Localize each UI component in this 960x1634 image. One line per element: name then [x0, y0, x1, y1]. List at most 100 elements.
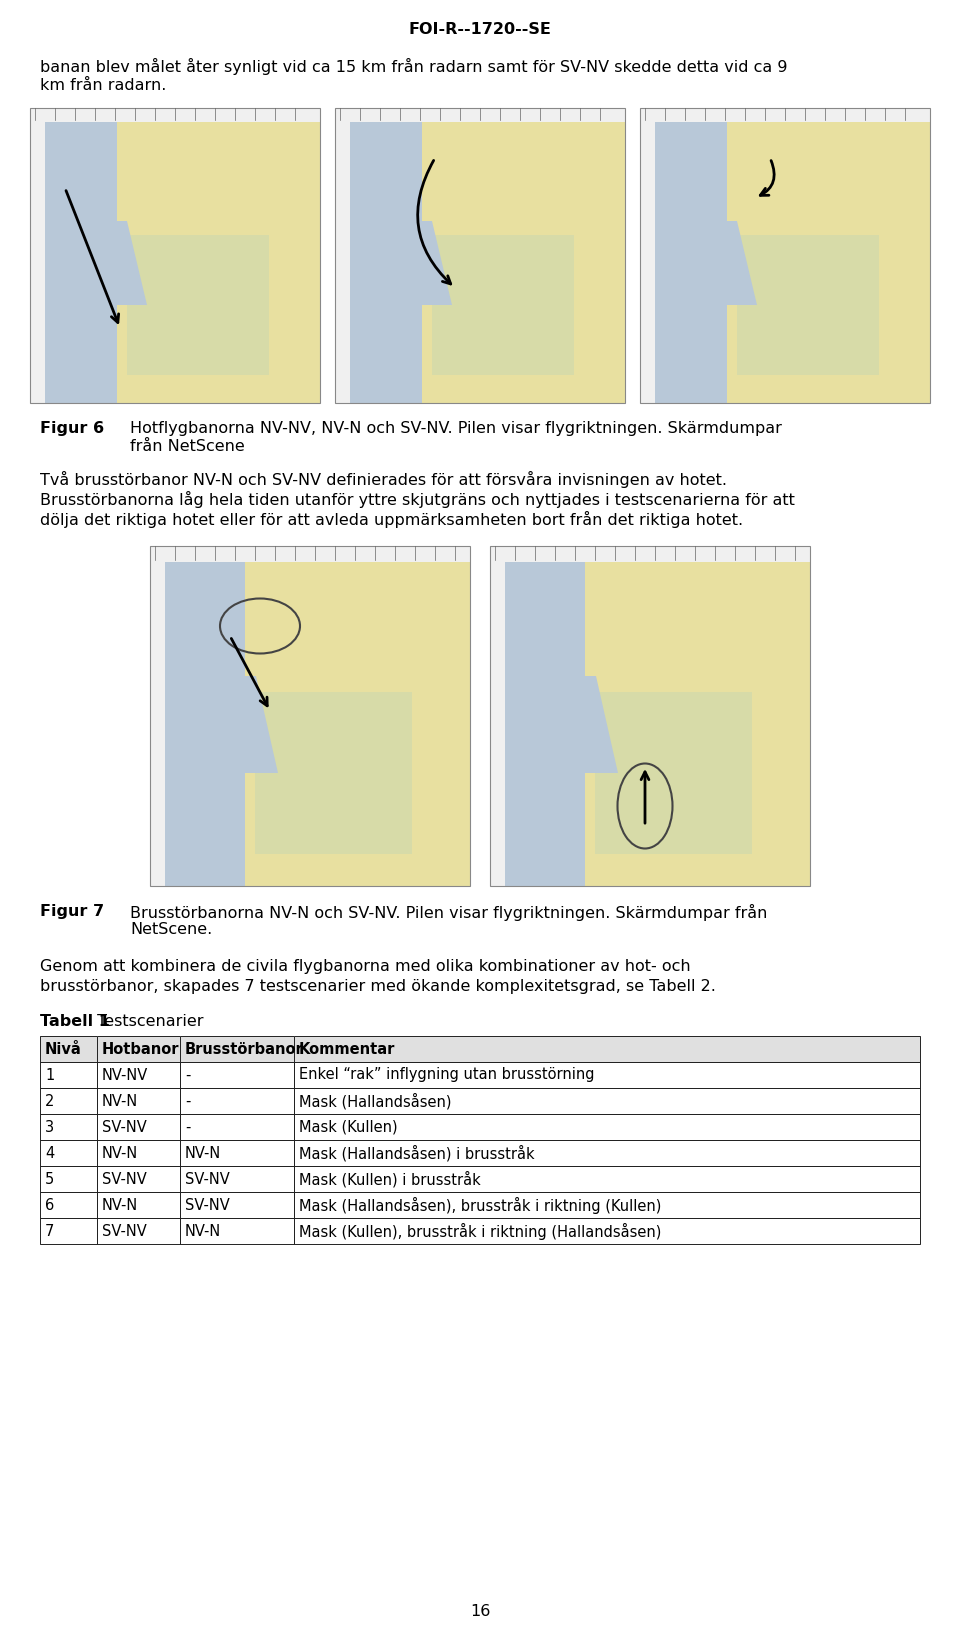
Text: NV-N: NV-N	[185, 1224, 221, 1239]
Bar	[127, 235, 269, 374]
Text: Tabell 1: Tabell 1	[40, 1015, 109, 1029]
Bar	[585, 562, 810, 886]
Polygon shape	[505, 676, 618, 773]
Text: Hotflygbanorna NV-NV, NV-N och SV-NV. Pilen visar flygriktningen. Skärmdumpar: Hotflygbanorna NV-NV, NV-N och SV-NV. Pi…	[130, 422, 781, 436]
Text: 1: 1	[45, 1067, 55, 1082]
Bar	[294, 1088, 920, 1114]
Bar	[335, 108, 625, 404]
Bar	[40, 1036, 97, 1062]
Text: NV-N: NV-N	[102, 1198, 138, 1212]
Bar	[294, 1191, 920, 1217]
Text: SV-NV: SV-NV	[185, 1172, 229, 1186]
Bar	[294, 1036, 920, 1062]
Text: Testscenarier: Testscenarier	[92, 1015, 204, 1029]
Bar	[737, 235, 879, 374]
Bar	[294, 1036, 920, 1062]
Text: 2: 2	[45, 1093, 55, 1108]
Bar	[422, 123, 625, 404]
Bar	[335, 108, 625, 123]
Bar	[97, 1167, 180, 1191]
Text: Mask (Hallandsåsen): Mask (Hallandsåsen)	[299, 1093, 451, 1109]
Bar	[294, 1217, 920, 1243]
Bar	[180, 1141, 294, 1167]
Text: Mask (Hallandsåsen), brusstråk i riktning (Kullen): Mask (Hallandsåsen), brusstråk i riktnin…	[299, 1196, 661, 1214]
Text: SV-NV: SV-NV	[185, 1198, 229, 1212]
Text: Mask (Hallandsåsen) i brusstråk: Mask (Hallandsåsen) i brusstråk	[299, 1145, 535, 1162]
Text: från NetScene: från NetScene	[130, 440, 245, 454]
Text: Genom att kombinera de civila flygbanorna med olika kombinationer av hot- och: Genom att kombinera de civila flygbanorn…	[40, 959, 690, 974]
Bar	[335, 123, 350, 404]
Bar	[180, 1036, 294, 1062]
Bar	[40, 1191, 97, 1217]
Bar	[30, 108, 320, 123]
Text: -: -	[185, 1067, 190, 1082]
Text: 7: 7	[45, 1224, 55, 1239]
Bar	[150, 546, 470, 886]
Text: 4: 4	[45, 1145, 55, 1160]
Bar	[294, 1141, 920, 1167]
Text: Hotbanor: Hotbanor	[102, 1041, 180, 1057]
Bar	[640, 108, 930, 123]
Text: NV-N: NV-N	[185, 1145, 221, 1160]
Text: Två brusstörbanor NV-N och SV-NV definierades för att försvåra invisningen av ho: Två brusstörbanor NV-N och SV-NV definie…	[40, 471, 727, 489]
Text: dölja det riktiga hotet eller för att avleda uppmärksamheten bort från det rikti: dölja det riktiga hotet eller för att av…	[40, 511, 743, 528]
Text: 6: 6	[45, 1198, 55, 1212]
Bar	[245, 562, 470, 886]
Text: km från radarn.: km från radarn.	[40, 78, 166, 93]
Bar	[180, 1217, 294, 1243]
Bar	[40, 1217, 97, 1243]
Text: FOI-R--1720--SE: FOI-R--1720--SE	[409, 21, 551, 38]
Text: NV-N: NV-N	[102, 1093, 138, 1108]
Text: Figur 7: Figur 7	[40, 904, 104, 918]
Bar	[97, 1036, 180, 1062]
Text: 16: 16	[469, 1605, 491, 1619]
Polygon shape	[45, 221, 147, 306]
Bar	[150, 562, 165, 886]
Text: -: -	[185, 1093, 190, 1108]
Bar	[350, 123, 625, 404]
Bar	[97, 1141, 180, 1167]
Bar	[97, 1062, 180, 1088]
Text: SV-NV: SV-NV	[102, 1224, 147, 1239]
Bar	[40, 1167, 97, 1191]
Bar	[490, 546, 810, 562]
Bar	[180, 1114, 294, 1141]
Bar	[255, 693, 412, 855]
Text: 5: 5	[45, 1172, 55, 1186]
Bar	[40, 1088, 97, 1114]
Bar	[97, 1036, 180, 1062]
Bar	[294, 1114, 920, 1141]
Bar	[40, 1036, 97, 1062]
Bar	[180, 1062, 294, 1088]
Text: banan blev målet åter synligt vid ca 15 km från radarn samt för SV-NV skedde det: banan blev målet åter synligt vid ca 15 …	[40, 57, 787, 75]
Text: Mask (Kullen), brusstråk i riktning (Hallandsåsen): Mask (Kullen), brusstråk i riktning (Hal…	[299, 1222, 661, 1240]
Bar	[294, 1062, 920, 1088]
Text: NV-NV: NV-NV	[102, 1067, 148, 1082]
Bar	[640, 108, 930, 404]
Bar	[30, 123, 45, 404]
Bar	[40, 1114, 97, 1141]
Bar	[490, 562, 505, 886]
Text: NetScene.: NetScene.	[130, 922, 212, 936]
Polygon shape	[655, 221, 757, 306]
Bar	[150, 546, 470, 562]
Text: 3: 3	[45, 1119, 54, 1134]
Bar	[490, 546, 810, 886]
Bar	[97, 1217, 180, 1243]
Bar	[294, 1167, 920, 1191]
Text: Mask (Kullen): Mask (Kullen)	[299, 1119, 397, 1134]
Text: Kommentar: Kommentar	[299, 1041, 396, 1057]
Bar	[117, 123, 320, 404]
Text: Figur 6: Figur 6	[40, 422, 104, 436]
Bar	[432, 235, 574, 374]
Bar	[180, 1191, 294, 1217]
Bar	[165, 562, 470, 886]
Text: Brusstörbanorna NV-N och SV-NV. Pilen visar flygriktningen. Skärmdumpar från: Brusstörbanorna NV-N och SV-NV. Pilen vi…	[130, 904, 767, 922]
Text: Nivå: Nivå	[45, 1041, 82, 1057]
Text: Mask (Kullen) i brusstråk: Mask (Kullen) i brusstråk	[299, 1170, 481, 1188]
Text: SV-NV: SV-NV	[102, 1119, 147, 1134]
Bar	[97, 1191, 180, 1217]
Text: Brusstörbanorna låg hela tiden utanför yttre skjutgräns och nyttjades i testscen: Brusstörbanorna låg hela tiden utanför y…	[40, 490, 795, 508]
Bar	[505, 562, 810, 886]
Bar	[180, 1036, 294, 1062]
